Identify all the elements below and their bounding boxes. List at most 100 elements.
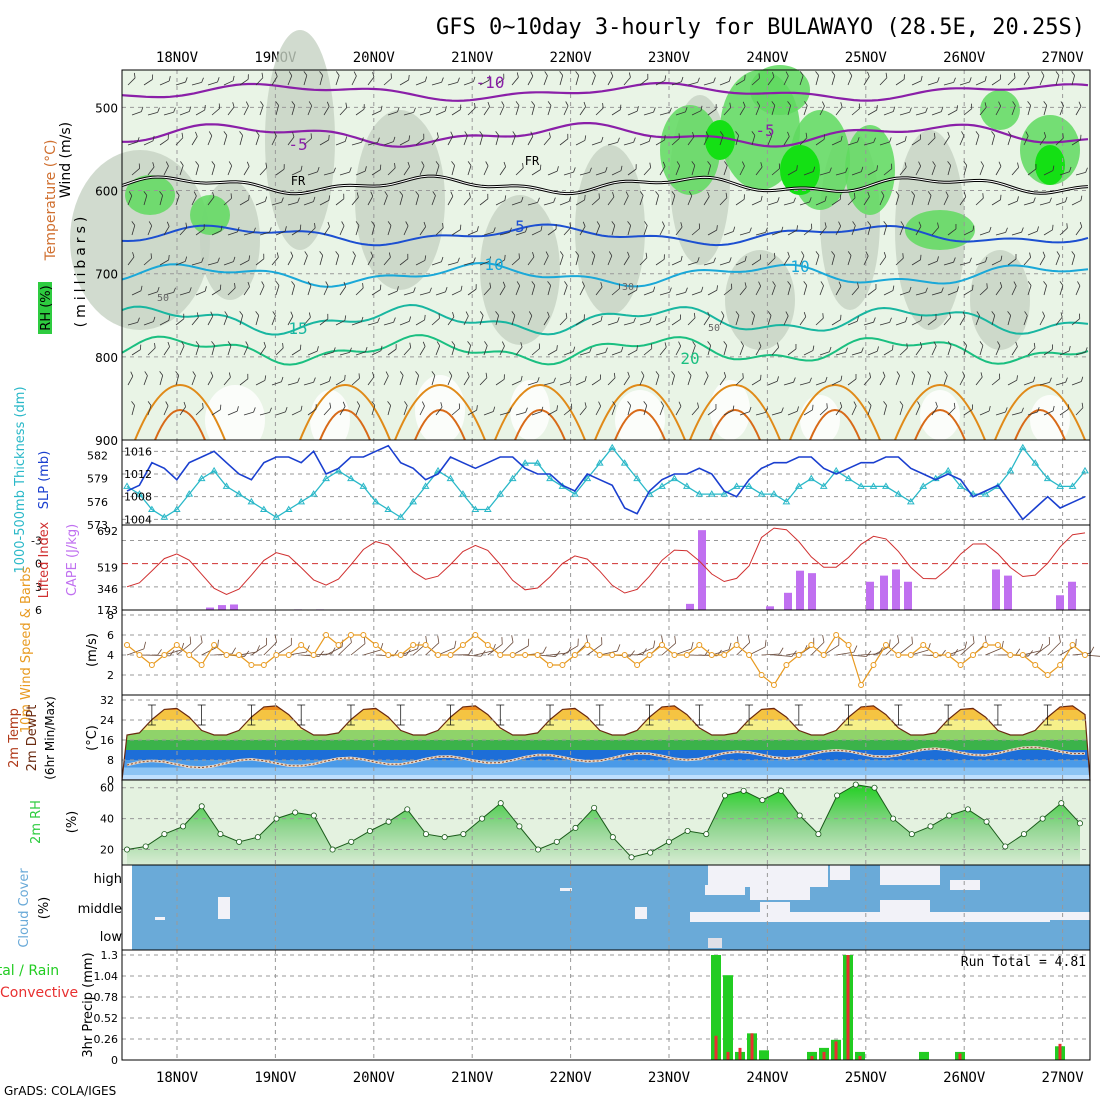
wind-speed-marker xyxy=(621,652,628,658)
wind-barb-shaft xyxy=(1039,202,1050,206)
wind-barb-shaft xyxy=(195,165,200,176)
wind-barb-flag xyxy=(853,645,858,653)
wind-barb-flag xyxy=(787,251,790,257)
wind-barb-flag xyxy=(183,401,187,407)
wind-barb-flag xyxy=(1075,638,1077,647)
wind-barb xyxy=(975,193,984,206)
wind-speed-marker xyxy=(435,652,442,658)
wind-barb-flag xyxy=(728,642,732,650)
rh-area xyxy=(127,784,1080,865)
wind-barb-flag xyxy=(246,161,250,167)
contour-minus10 xyxy=(121,81,1089,102)
wind-barb xyxy=(1007,311,1012,326)
wind-barb xyxy=(595,221,601,236)
wind-speed-marker xyxy=(596,652,603,658)
wind-barb xyxy=(239,74,249,86)
wind-barb-shaft xyxy=(483,165,489,176)
wind-barb-flag xyxy=(920,75,923,81)
cloud-mid xyxy=(880,900,930,915)
wind-barb-flag xyxy=(809,197,812,203)
wind-barb xyxy=(207,257,220,266)
wind-barb-shaft xyxy=(515,167,524,176)
wind-barb-shaft xyxy=(883,290,894,296)
top-date-label: 21NOV xyxy=(451,50,494,66)
wind-barb xyxy=(147,107,160,116)
thickness-marker xyxy=(160,513,169,520)
wind-barb-flag xyxy=(467,341,471,346)
wind-barb-flag xyxy=(1042,251,1046,257)
wind-barb-flag xyxy=(256,131,260,136)
wind-barb-shaft xyxy=(303,138,312,146)
wind-barb xyxy=(719,257,732,266)
wind-barb-flag xyxy=(310,133,312,139)
wind-barb-flag xyxy=(451,161,455,166)
wind-barb xyxy=(898,636,913,656)
wind-barb-shaft xyxy=(761,653,780,656)
wind-barb-flag xyxy=(196,312,199,318)
wind-barb-shaft xyxy=(127,321,138,326)
wind-barb-shaft xyxy=(355,287,364,296)
wind-barb xyxy=(499,101,505,116)
wind-barb xyxy=(803,223,813,236)
wind-barb-shaft xyxy=(511,258,520,266)
wind-barb xyxy=(831,135,843,146)
wind-barb-shaft xyxy=(1059,171,1070,176)
wind-barb-flag xyxy=(876,105,878,111)
wind-barb xyxy=(915,341,923,356)
wind-barb-flag xyxy=(655,371,660,376)
thickness-marker xyxy=(1081,466,1089,474)
wind-barb-flag xyxy=(290,251,294,257)
wind-barb-flag xyxy=(371,401,376,406)
wind-barb-flag xyxy=(707,161,711,166)
wind-speed-marker xyxy=(945,652,952,658)
wind-barb-shaft xyxy=(867,169,877,176)
wind-barb xyxy=(815,134,825,146)
wind-barb-flag xyxy=(742,373,744,379)
wind-barb xyxy=(559,133,569,146)
wind-barb-flag xyxy=(159,191,163,196)
wind-barb-shaft xyxy=(611,225,616,236)
wind-barb-shaft xyxy=(703,316,710,326)
wind-barb xyxy=(435,402,443,416)
wind-barb xyxy=(527,252,535,266)
wind-barb-shaft xyxy=(639,321,650,326)
upper-ytick: 900 xyxy=(95,434,118,448)
wind-barb xyxy=(1011,407,1024,416)
wind-barb xyxy=(451,161,455,176)
wind-barb-flag xyxy=(633,137,636,143)
wind-barb-shaft xyxy=(147,111,158,116)
wind-barb-shaft xyxy=(499,411,510,416)
wind-barb-shaft xyxy=(719,80,730,86)
wind-barb-flag xyxy=(904,136,907,142)
wind-barb-shaft xyxy=(687,136,695,146)
wind-barb-shaft xyxy=(1023,257,1031,266)
wind-barb-flag xyxy=(903,74,905,80)
upper-ytick: 600 xyxy=(95,185,118,199)
wind-barb xyxy=(799,197,812,206)
wind-barb-shaft xyxy=(719,197,728,206)
rh-marker xyxy=(329,846,336,853)
wind-barb xyxy=(499,161,507,176)
wind-barb-flag xyxy=(1036,226,1039,232)
wind-barb-shaft xyxy=(639,375,645,386)
wind-barb-shaft xyxy=(687,317,696,326)
wind-barb-shaft xyxy=(655,195,659,206)
wind-barb-flag xyxy=(685,107,688,113)
wind-barb xyxy=(559,312,568,326)
wind-barb-shaft xyxy=(127,376,134,386)
wind-barb xyxy=(671,255,683,266)
wind-barb xyxy=(735,194,745,206)
wind-barb xyxy=(127,191,133,206)
rh-marker xyxy=(908,831,915,838)
wind-barb xyxy=(719,371,727,386)
wind-barb xyxy=(479,75,491,86)
wind-barb xyxy=(239,131,243,146)
wind-barb-shaft xyxy=(611,109,621,116)
top-date-label: 20NOV xyxy=(353,50,396,66)
wind-barb xyxy=(339,281,347,296)
wind-barb xyxy=(1075,281,1081,296)
wind-barb-shaft xyxy=(447,196,454,206)
wind-barb-flag xyxy=(749,227,752,233)
wind-barb-shaft xyxy=(991,79,1001,86)
wind-barb-shaft xyxy=(259,412,270,416)
